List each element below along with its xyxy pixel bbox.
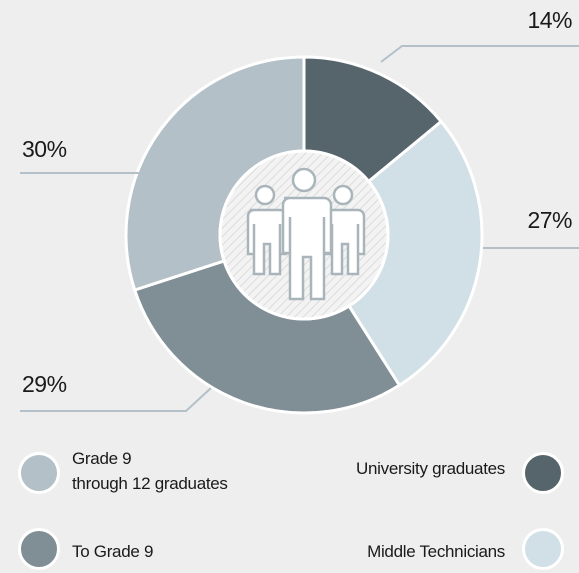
value-label: 29% bbox=[22, 371, 67, 397]
leader-line bbox=[380, 45, 579, 63]
legend-label: Grade 9 through 12 graduates bbox=[72, 449, 228, 493]
people-icon bbox=[246, 167, 366, 301]
value-label: 30% bbox=[22, 136, 67, 162]
legend-swatch bbox=[18, 528, 60, 570]
donut bbox=[124, 55, 484, 415]
legend-label: Middle Technicians bbox=[367, 542, 505, 561]
leader-line bbox=[20, 387, 212, 412]
legend-label: University graduates bbox=[356, 459, 505, 478]
value-label: 14% bbox=[527, 7, 572, 33]
legend-label: To Grade 9 bbox=[72, 542, 154, 561]
labels: 14% 27% 29% 30% bbox=[20, 7, 579, 412]
value-label: 27% bbox=[527, 207, 572, 233]
legend-swatch bbox=[522, 452, 564, 494]
legend-swatch bbox=[18, 452, 60, 494]
legend-swatch bbox=[522, 528, 564, 570]
